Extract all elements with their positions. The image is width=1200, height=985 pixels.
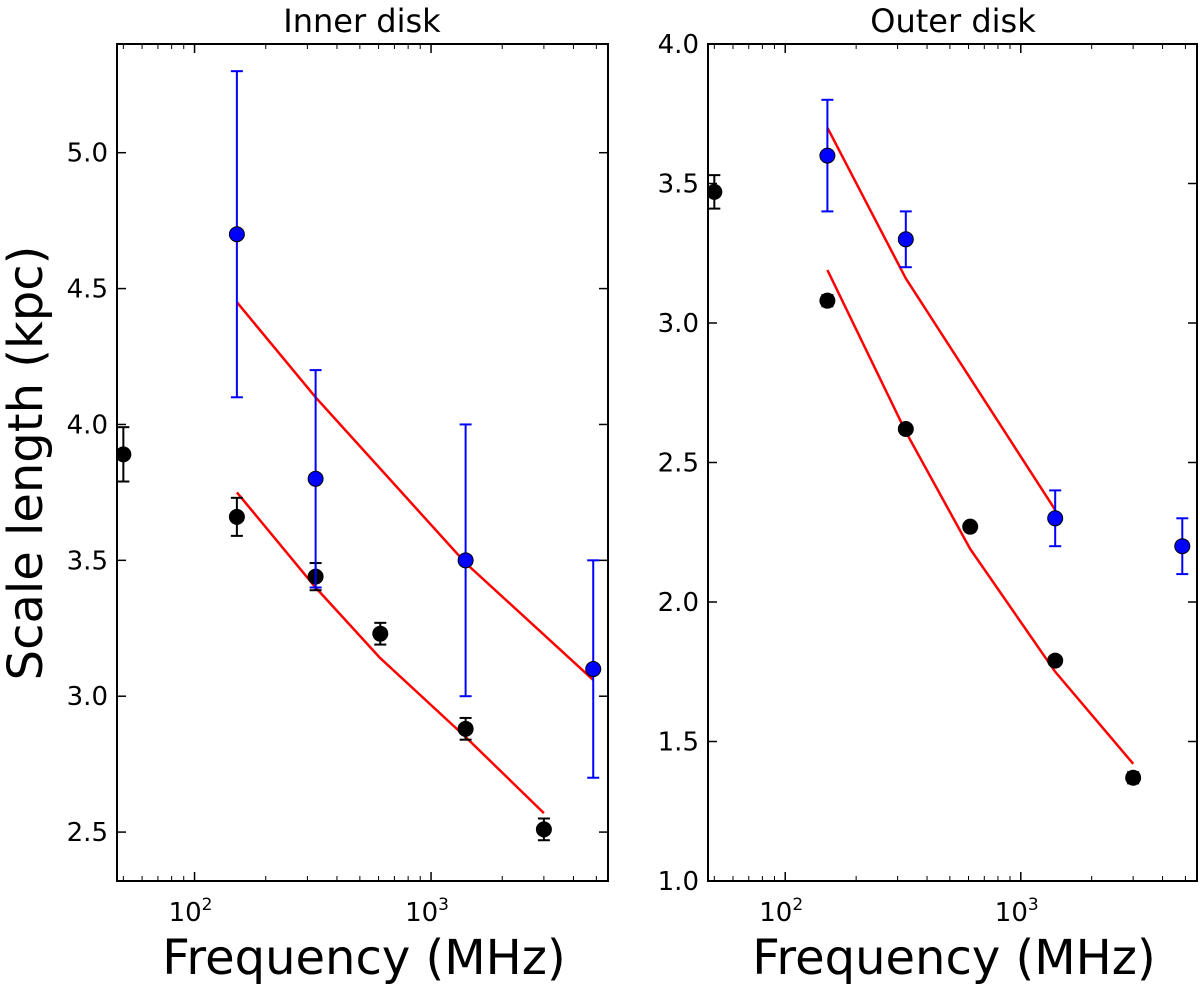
- plot-data: [708, 98, 1191, 786]
- data-point-black-points: [819, 292, 836, 309]
- y-axis-label: Scale length (kpc): [0, 246, 54, 681]
- y-tick-label: 1.5: [658, 728, 699, 758]
- fit-line-black-fit: [826, 269, 1135, 765]
- y-tick-label: 2.5: [67, 818, 108, 848]
- inner-disk-panel: Inner disk Frequency (MHz) 2.5 3.0 3.5 4.0 4…: [67, 2, 609, 985]
- y-tick-label: 4.0: [658, 30, 699, 60]
- data-point-blue-points: [897, 231, 914, 248]
- data-point-blue-points: [819, 147, 836, 164]
- data-point-black-points: [897, 421, 914, 438]
- x-tick-label: 103: [405, 895, 449, 928]
- fit-line-black-fit: [235, 491, 545, 814]
- x-axis-label-inner: Frequency (MHz): [162, 930, 565, 985]
- fit-line-blue-fit: [826, 127, 1057, 511]
- data-point-black-points: [962, 518, 979, 535]
- data-point-black-points: [228, 508, 245, 525]
- data-point-black-points: [1047, 652, 1064, 669]
- plot-frame: [116, 43, 609, 882]
- fit-line-blue-fit: [235, 301, 595, 681]
- data-point-black-points: [372, 625, 389, 642]
- data-point-blue-points: [228, 226, 245, 243]
- data-point-black-points: [708, 183, 723, 200]
- data-point-black-points: [535, 821, 552, 838]
- data-point-blue-points: [307, 470, 324, 487]
- data-point-black-points: [117, 446, 132, 463]
- y-tick-label: 2.5: [658, 449, 699, 479]
- panel-title-inner: Inner disk: [283, 2, 441, 40]
- y-tick-label: 4.0: [67, 410, 108, 440]
- data-point-blue-points: [1174, 538, 1191, 555]
- data-point-blue-points: [457, 552, 474, 569]
- data-point-black-points: [457, 720, 474, 737]
- data-point-blue-points: [1047, 510, 1064, 527]
- x-tick-label: 102: [169, 895, 213, 928]
- data-point-black-points: [1125, 769, 1142, 786]
- plot-frame: [707, 43, 1198, 882]
- y-tick-label: 2.0: [658, 588, 699, 618]
- y-tick-label: 3.0: [658, 309, 699, 339]
- y-tick-label: 5.0: [67, 139, 108, 169]
- x-tick-label: 103: [995, 895, 1039, 928]
- x-axis-label-outer: Frequency (MHz): [752, 930, 1155, 985]
- y-tick-label: 4.5: [67, 275, 108, 305]
- outer-disk-panel: Outer disk Frequency (MHz) 1.0 1.5 2.0 2.5 3…: [658, 2, 1198, 985]
- y-tick-label: 1.0: [658, 867, 699, 897]
- y-tick-label: 3.5: [67, 546, 108, 576]
- x-tick-label: 102: [759, 895, 803, 928]
- y-tick-label: 3.0: [67, 682, 108, 712]
- data-point-blue-points: [585, 661, 602, 678]
- plot-data: [117, 70, 602, 842]
- y-tick-label: 3.5: [658, 170, 699, 200]
- panel-title-outer: Outer disk: [870, 2, 1036, 40]
